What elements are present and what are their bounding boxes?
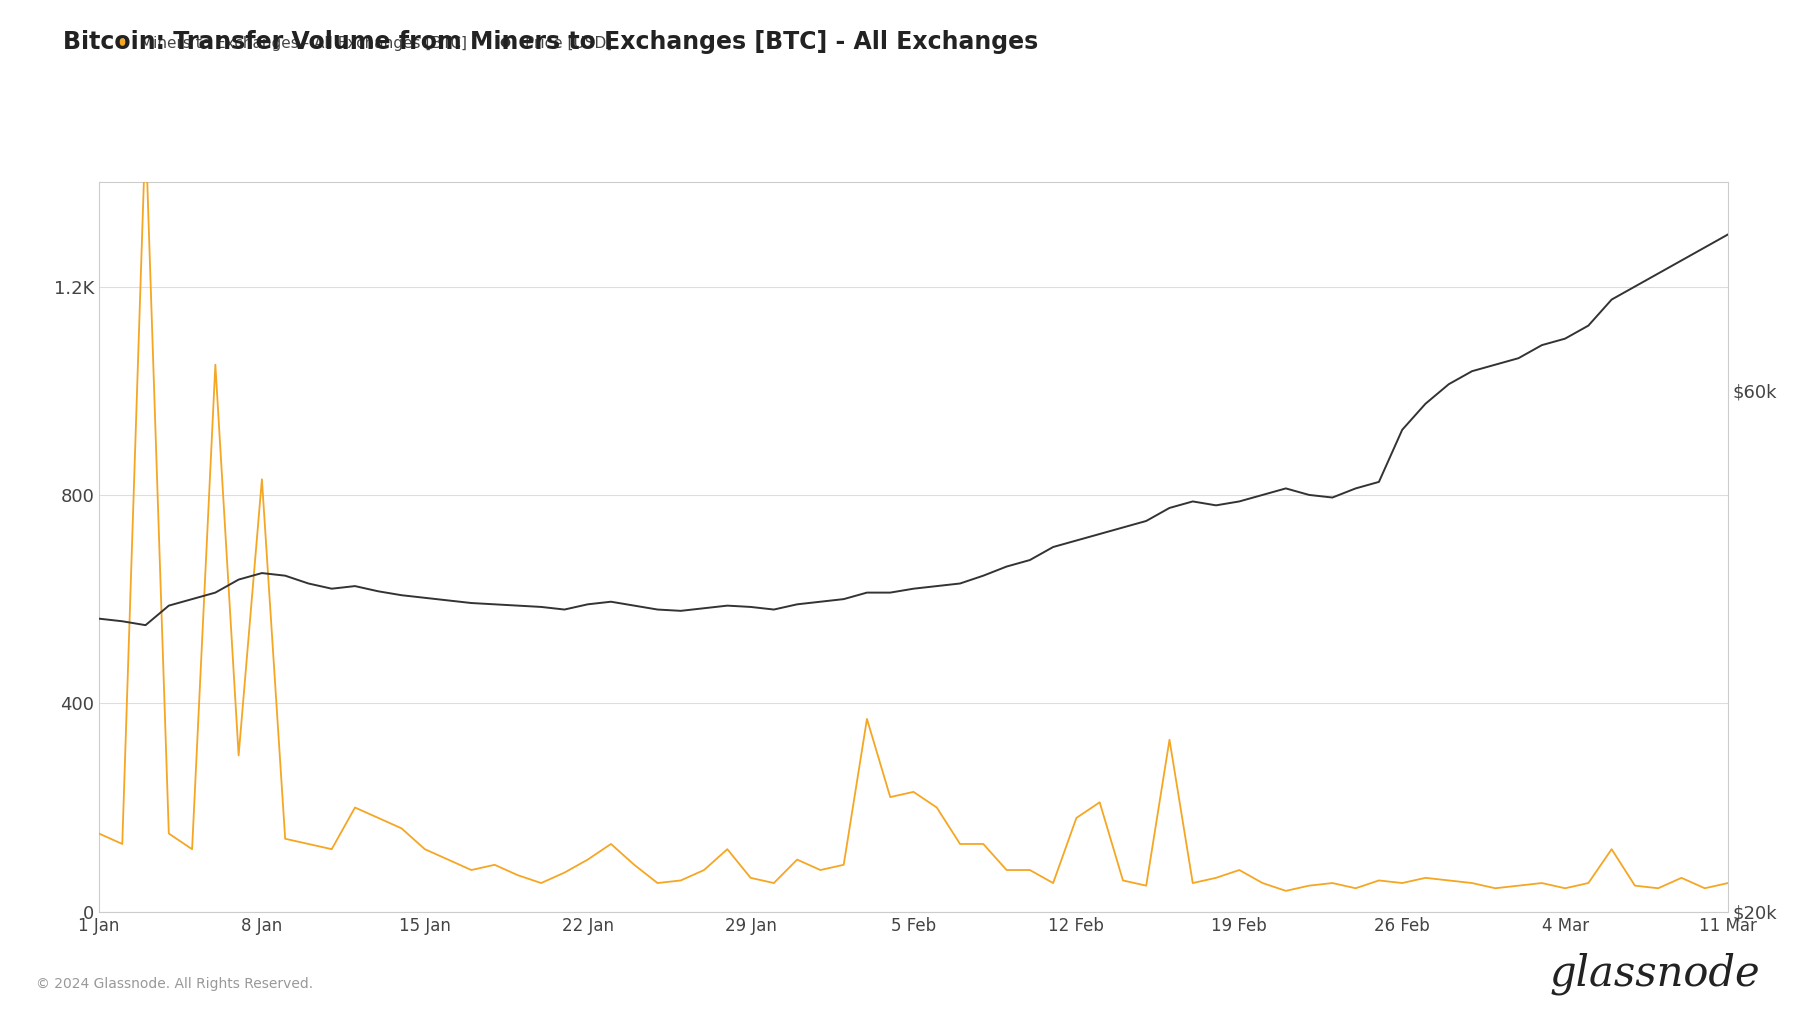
Text: © 2024 Glassnode. All Rights Reserved.: © 2024 Glassnode. All Rights Reserved. (36, 977, 313, 991)
Text: Bitcoin: Transfer Volume from Miners to Exchanges [BTC] - All Exchanges: Bitcoin: Transfer Volume from Miners to … (63, 30, 1039, 55)
Legend: Miners to Exchanges - All Exchanges [BTC], Price [USD]: Miners to Exchanges - All Exchanges [BTC… (99, 29, 617, 57)
Text: glassnode: glassnode (1550, 952, 1760, 995)
